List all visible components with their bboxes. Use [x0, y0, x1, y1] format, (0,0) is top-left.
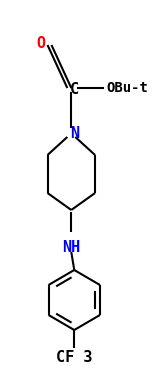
Text: NH: NH: [62, 240, 80, 255]
Text: O: O: [36, 36, 45, 51]
Text: N: N: [70, 125, 79, 140]
Text: C: C: [70, 82, 79, 96]
Text: CF 3: CF 3: [56, 350, 93, 365]
Text: OBu-t: OBu-t: [106, 81, 148, 95]
